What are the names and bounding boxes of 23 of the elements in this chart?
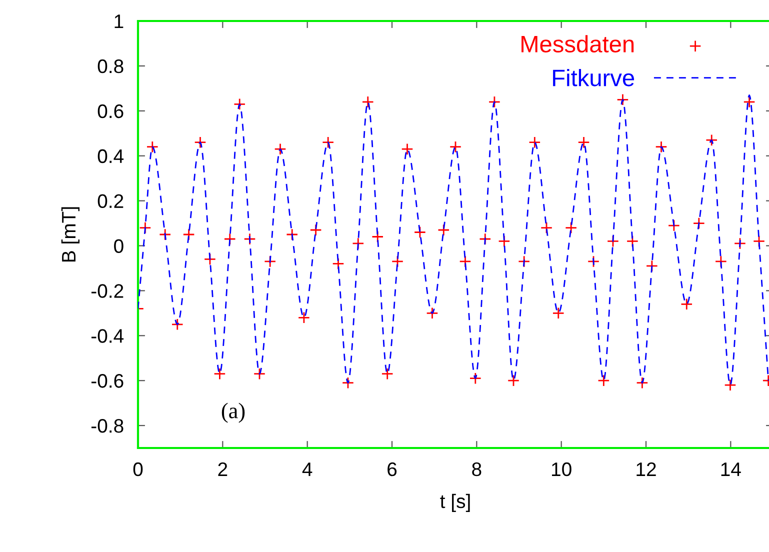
x-tick-label: 4 [302, 462, 312, 476]
y-tick-label: -0.2 [91, 284, 124, 298]
x-tick-label: 2 [218, 462, 228, 476]
x-tick-label: 0 [133, 462, 143, 476]
x-tick-label: 14 [721, 462, 741, 476]
y-tick-label: 1 [114, 14, 124, 28]
legend-label: Fitkurve [553, 68, 634, 86]
x-axis-title: t [s] [440, 494, 470, 512]
y-tick-label: 0 [114, 239, 124, 253]
y-tick-label: 0.2 [98, 194, 124, 208]
y-tick-label: 0.4 [98, 149, 124, 164]
annotation: (a) [222, 402, 245, 423]
x-tick-label: 10 [552, 462, 572, 476]
x-tick-label: 12 [636, 462, 656, 476]
y-tick-label: -0.4 [91, 329, 124, 343]
x-tick-label: 6 [388, 462, 397, 476]
x-tick-label: 8 [472, 462, 482, 476]
legend-label: Messdaten [522, 35, 634, 53]
y-tick-label: 0.6 [98, 104, 124, 118]
y-axis-title: B [mT] [61, 207, 80, 262]
y-tick-label: 0.8 [98, 59, 124, 74]
y-tick-label: -0.6 [91, 374, 124, 388]
y-tick-label: -0.8 [91, 418, 124, 433]
